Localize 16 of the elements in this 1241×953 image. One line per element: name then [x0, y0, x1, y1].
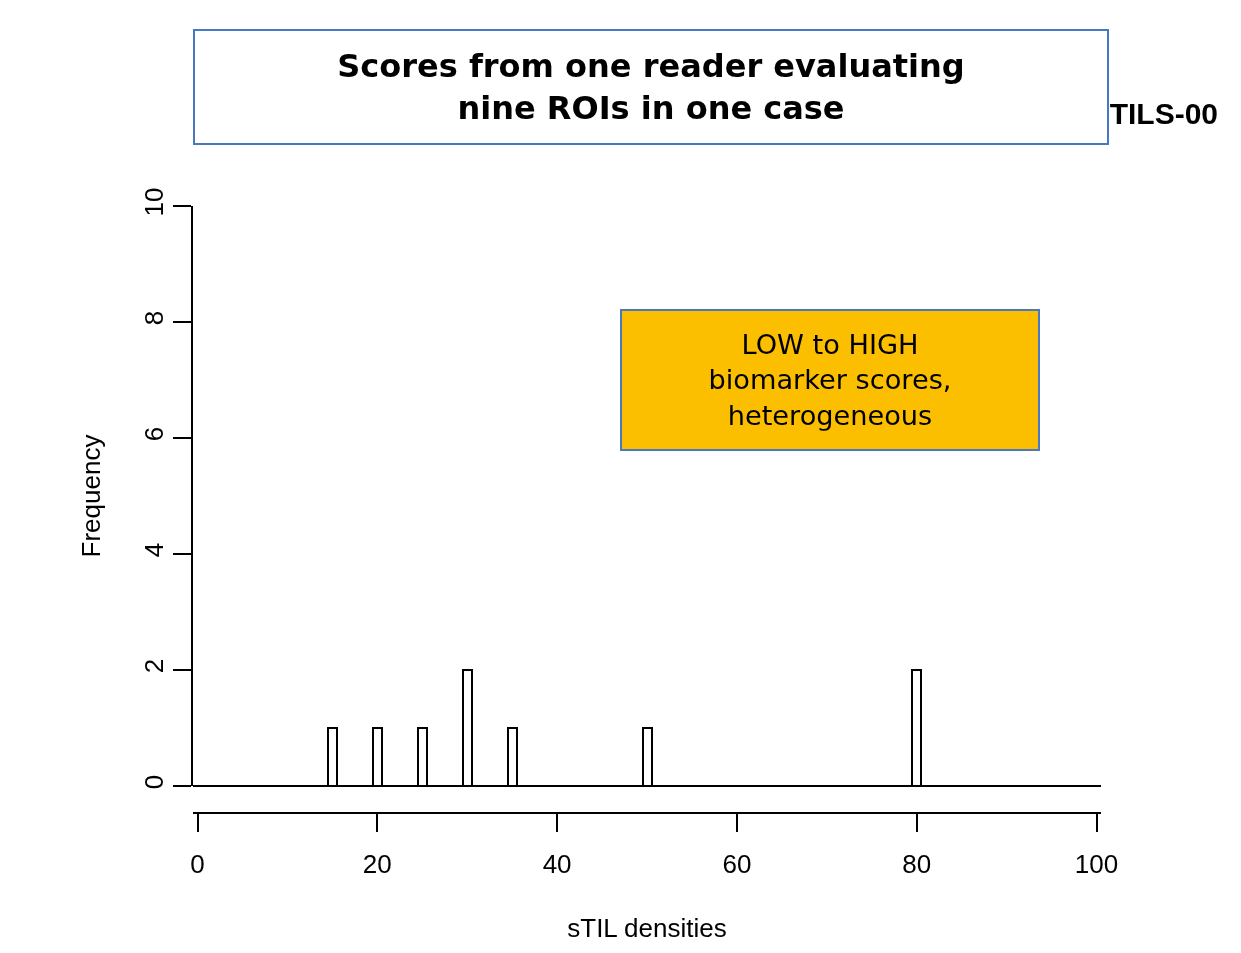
y-tick-label: 0 [138, 774, 169, 790]
y-tick-label: 2 [138, 658, 169, 674]
y-tick-label: 10 [138, 187, 169, 217]
x-tick-label: 100 [1074, 849, 1119, 880]
x-tick-label: 60 [722, 849, 752, 880]
x-tick-label: 80 [902, 849, 932, 880]
y-tick-label: 8 [138, 310, 169, 326]
y-tick-label: 6 [138, 426, 169, 442]
x-tick-label: 0 [190, 849, 205, 880]
annotation: LOW to HIGH biomarker scores, heterogeneous [708, 329, 952, 431]
x-tick-label: 40 [542, 849, 572, 880]
y-axis-title: Frequency [76, 434, 107, 558]
y-tick-label: 4 [138, 542, 169, 558]
x-tick-label: 20 [362, 849, 392, 880]
x-axis-title: sTIL densities [567, 913, 727, 944]
text: TILS-00 [1109, 96, 1218, 130]
